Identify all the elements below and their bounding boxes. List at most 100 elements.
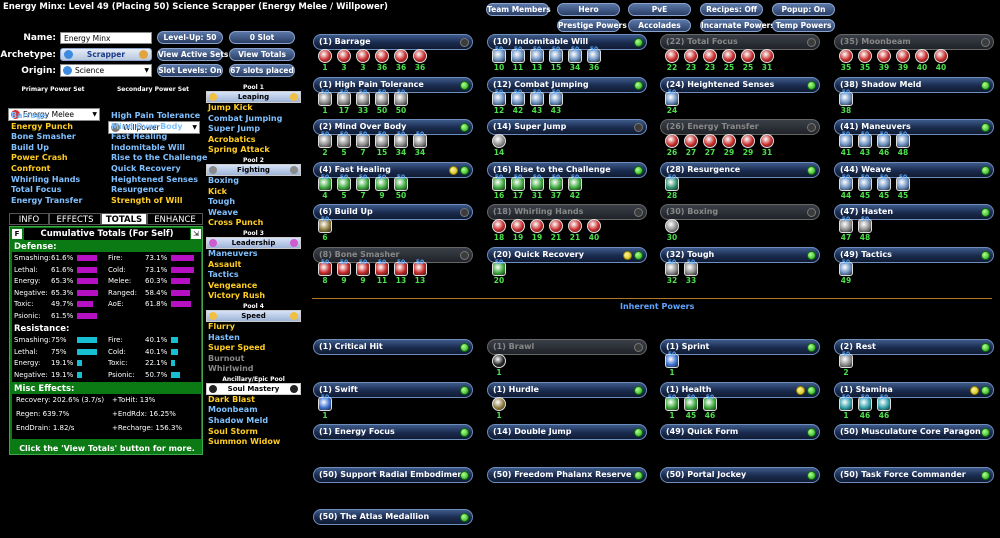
pool-power-item[interactable]: Kick xyxy=(208,186,228,196)
tab-totals[interactable]: TOTALS xyxy=(101,213,147,225)
power-slot[interactable]: (32) Tough xyxy=(660,246,820,263)
pool-power-item[interactable]: Vengeance xyxy=(208,280,258,290)
enhancement-slot-icon[interactable] xyxy=(839,354,853,368)
tab-effects[interactable]: EFFECTS xyxy=(49,213,101,225)
enhancement-slot-icon[interactable] xyxy=(858,396,872,411)
power-slot[interactable]: (44) Weave xyxy=(834,161,994,178)
power-slot[interactable]: (14) Super Jump xyxy=(487,119,647,135)
power-item[interactable]: Confront xyxy=(11,163,51,173)
enhancement-slot-icon[interactable] xyxy=(356,91,370,106)
enhancement-slot-icon[interactable] xyxy=(839,49,853,63)
enhancement-slot-icon[interactable] xyxy=(394,134,408,148)
enhancement-slot-icon[interactable] xyxy=(549,91,563,106)
enhancement-slot-icon[interactable] xyxy=(492,261,506,276)
pool-power-item[interactable]: Combat Jumping xyxy=(208,113,283,123)
enhancement-slot-icon[interactable] xyxy=(511,91,525,106)
slots-placed-button[interactable]: 67 slots placed xyxy=(229,64,295,77)
enhancement-slot-icon[interactable] xyxy=(318,219,332,233)
enhancement-slot-icon[interactable] xyxy=(665,176,679,191)
power-slot[interactable]: (10) Indomitable Will xyxy=(487,34,647,50)
view-active-sets-button[interactable]: View Active Sets xyxy=(157,48,229,61)
power-slot[interactable]: (1) Stamina xyxy=(834,381,994,398)
enhancement-slot-icon[interactable] xyxy=(703,49,717,63)
enhancement-slot-icon[interactable] xyxy=(877,176,891,191)
primary-set-select[interactable]: Energy Melee ▼ xyxy=(8,108,100,121)
power-slot[interactable]: (35) Moonbeam xyxy=(834,34,994,50)
power-slot[interactable]: (1) Swift xyxy=(313,381,473,398)
power-slot[interactable]: (1) Barrage xyxy=(313,34,473,50)
power-slot[interactable]: (24) Heightened Senses xyxy=(660,76,820,93)
power-slot[interactable]: (2) Rest xyxy=(834,339,994,355)
enhancement-slot-icon[interactable] xyxy=(839,219,853,233)
enhancement-slot-icon[interactable] xyxy=(549,176,563,191)
power-item[interactable]: Build Up xyxy=(11,142,50,152)
enhancement-slot-icon[interactable] xyxy=(760,134,774,148)
expand-icon[interactable]: ⇲ xyxy=(191,229,201,239)
enhancement-slot-icon[interactable] xyxy=(665,91,679,106)
enhancement-slot-icon[interactable] xyxy=(568,176,582,191)
enhancement-slot-icon[interactable] xyxy=(665,219,679,233)
enhancement-slot-icon[interactable] xyxy=(839,396,853,411)
pool-power-item[interactable]: Cross Punch xyxy=(208,218,264,228)
enhancement-slot-icon[interactable] xyxy=(877,134,891,148)
enhancement-slot-icon[interactable] xyxy=(492,354,506,368)
enhancement-slot-icon[interactable] xyxy=(511,219,525,233)
pool-power-item[interactable]: Dark Blast xyxy=(208,394,255,404)
pool-power-item[interactable]: Maneuvers xyxy=(208,248,258,258)
pool-power-item[interactable]: Victory Rush xyxy=(208,291,266,301)
enhancement-slot-icon[interactable] xyxy=(665,261,679,276)
enhancement-slot-icon[interactable] xyxy=(684,396,698,411)
enhancement-slot-icon[interactable] xyxy=(530,49,544,63)
enhancement-slot-icon[interactable] xyxy=(703,134,717,148)
enhancement-slot-icon[interactable] xyxy=(587,219,601,233)
power-item[interactable]: Power Crash xyxy=(11,153,68,163)
enhancement-slot-icon[interactable] xyxy=(394,261,408,276)
pool-power-item[interactable]: Burnout xyxy=(208,353,245,363)
power-slot[interactable]: (49) Quick Form xyxy=(660,424,820,440)
enhancement-slot-icon[interactable] xyxy=(703,396,717,411)
pool-power-item[interactable]: Weave xyxy=(208,207,239,217)
pool-power-item[interactable]: Soul Storm xyxy=(208,426,258,436)
enhancement-slot-icon[interactable] xyxy=(858,219,872,233)
power-item[interactable]: Barrage xyxy=(11,111,47,120)
enhancement-slot-icon[interactable] xyxy=(858,176,872,191)
tab-enhance[interactable]: ENHANCE xyxy=(147,213,203,225)
secondary-set-select[interactable]: Willpower ▼ xyxy=(108,121,200,134)
power-item[interactable]: Indomitable Will xyxy=(111,142,185,152)
enhancement-slot-icon[interactable] xyxy=(394,91,408,106)
power-slot[interactable]: (26) Energy Transfer xyxy=(660,119,820,135)
enhancement-slot-icon[interactable] xyxy=(492,176,506,191)
enhancement-slot-icon[interactable] xyxy=(568,219,582,233)
enhancement-slot-icon[interactable] xyxy=(413,261,427,276)
power-slot[interactable]: (50) Support Radial Embodiment xyxy=(313,466,473,483)
enhancement-slot-icon[interactable] xyxy=(337,176,351,191)
pool-power-item[interactable]: Shadow Meld xyxy=(208,416,269,426)
enhancement-slot-icon[interactable] xyxy=(413,49,427,63)
power-item[interactable]: Whirling Hands xyxy=(11,174,81,184)
power-slot[interactable]: (47) Hasten xyxy=(834,204,994,220)
power-slot[interactable]: (49) Tactics xyxy=(834,246,994,263)
power-item[interactable]: High Pain Tolerance xyxy=(111,111,201,120)
enhancement-slot-icon[interactable] xyxy=(375,49,389,63)
enhancement-slot-icon[interactable] xyxy=(665,134,679,148)
enhancement-slot-icon[interactable] xyxy=(877,396,891,411)
enhancement-slot-icon[interactable] xyxy=(934,49,948,63)
enhancement-slot-icon[interactable] xyxy=(896,134,910,148)
power-item[interactable]: Quick Recovery xyxy=(111,163,181,173)
enhancement-slot-icon[interactable] xyxy=(858,49,872,63)
power-slot[interactable]: (20) Quick Recovery xyxy=(487,246,647,263)
power-slot[interactable]: (18) Whirling Hands xyxy=(487,204,647,220)
power-slot[interactable]: (1) Sprint xyxy=(660,339,820,355)
enhancement-slot-icon[interactable] xyxy=(684,134,698,148)
enhancement-slot-icon[interactable] xyxy=(318,134,332,148)
enhancement-slot-icon[interactable] xyxy=(722,134,736,148)
enhancement-slot-icon[interactable] xyxy=(511,176,525,191)
slot-button[interactable]: 0 Slot xyxy=(229,31,295,44)
power-slot[interactable]: (41) Maneuvers xyxy=(834,119,994,135)
pool-power-item[interactable]: Hasten xyxy=(208,332,240,342)
top-button-temp-powers[interactable]: Temp Powers xyxy=(772,19,835,32)
power-slot[interactable]: (50) Portal Jockey xyxy=(660,466,820,483)
power-item[interactable]: Rise to the Challenge xyxy=(111,153,208,163)
float-button[interactable]: F xyxy=(12,229,22,239)
enhancement-slot-icon[interactable] xyxy=(394,49,408,63)
